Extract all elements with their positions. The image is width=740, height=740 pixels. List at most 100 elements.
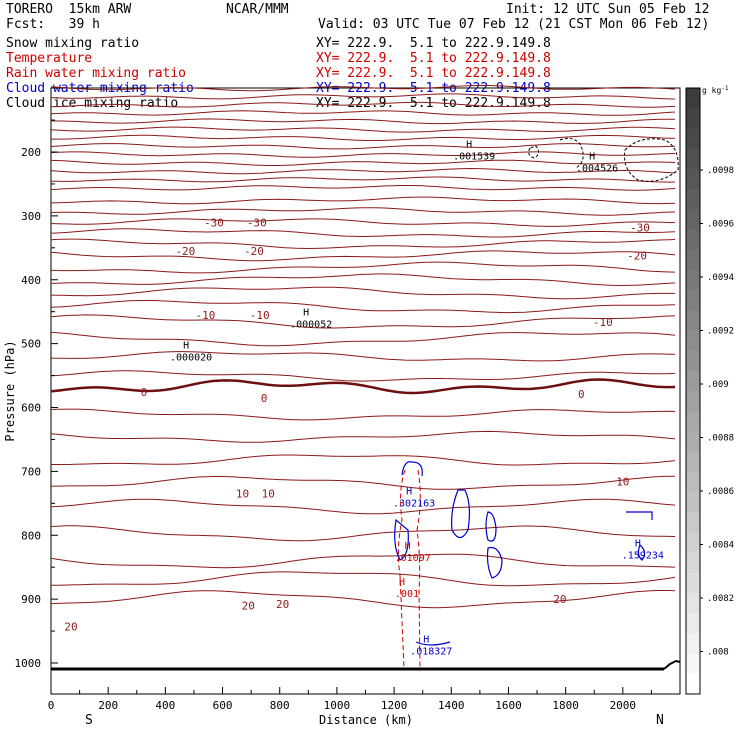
maxima-labels: H.001539 H.004526H.000052H.000020H.302163…	[170, 139, 664, 657]
colorbar-swatch	[686, 128, 700, 150]
rain-contour	[416, 469, 421, 669]
y-axis: 200 300 400 500 600 700 800 900 1000	[15, 119, 58, 670]
cloud-water-contour	[485, 511, 497, 542]
isotherm-line	[51, 134, 676, 141]
y-tick-label: 400	[21, 274, 41, 287]
forecast-hour: Fcst: 39 h	[6, 17, 100, 32]
colorbar-swatch	[686, 330, 700, 352]
isotherm-line	[50, 185, 676, 191]
isotherm-value-label: 10	[616, 476, 629, 489]
x-tick-label: 1800	[552, 699, 579, 712]
legend-xy-rain: XY= 222.9. 5.1 to 222.9.149.8	[316, 66, 551, 81]
isotherm-line	[50, 159, 676, 166]
x-tick-label: 0	[48, 699, 55, 712]
cloud-water-contour	[394, 518, 409, 561]
y-tick-label: 1000	[15, 657, 42, 670]
cloud-water-contour	[401, 461, 423, 477]
legend-label-snow: Snow mixing ratio	[6, 36, 140, 51]
maximum-value-label: .000020	[170, 353, 212, 364]
colorbar-unit: g kg-1	[702, 85, 729, 95]
cloud-water-contour	[486, 546, 503, 579]
south-label: S	[85, 713, 93, 728]
hydrometeor-contours	[394, 137, 679, 669]
maximum-marker: H	[423, 635, 429, 646]
isotherm-line	[50, 300, 676, 314]
legend-label-cloud-ice: Cloud ice mixing ratio	[6, 96, 179, 111]
y-tick-label: 200	[21, 146, 41, 159]
colorbar-swatch	[686, 673, 700, 695]
maximum-marker: H	[589, 152, 595, 163]
y-tick-label: 700	[21, 465, 41, 478]
colorbar-swatch	[686, 249, 700, 271]
isotherm-line	[50, 238, 676, 250]
maximum-marker: H	[466, 139, 472, 150]
isotherm-line	[50, 85, 676, 92]
isotherm-line	[50, 498, 676, 515]
isotherm-value-label: 0	[141, 386, 148, 399]
y-tick-label: 500	[21, 338, 41, 351]
x-tick-label: 800	[270, 699, 290, 712]
isotherm-line	[50, 273, 676, 287]
isotherm-line	[50, 525, 676, 542]
maximum-value-label: .159234	[622, 551, 664, 562]
isotherm-value-label: 20	[553, 593, 566, 606]
maximum-value-label: .001	[395, 589, 419, 600]
colorbar-swatch	[686, 290, 700, 311]
colorbar-swatch	[686, 350, 700, 372]
isotherm-line	[51, 454, 676, 466]
maximum-marker: H	[303, 307, 309, 318]
isotherm-value-label: 20	[276, 598, 289, 611]
isotherm-line	[50, 314, 676, 329]
isotherm-value-label: 0	[261, 392, 268, 405]
y-axis-title: Pressure (hPa)	[3, 340, 17, 441]
cloud-water-contour	[415, 641, 451, 646]
colorbar: .0098 .0096 .0094 .0092 .009 .0088 .0086 .0084.…	[685, 87, 734, 695]
isotherm-line	[50, 430, 676, 443]
isotherm-line	[50, 110, 676, 116]
snow-contour	[528, 145, 540, 159]
y-tick-label: 600	[21, 402, 41, 415]
colorbar-tick-label: .0092	[707, 327, 734, 337]
x-axis: 0 200 400 600 800 1000 1200 1400 1600 1800 2000	[48, 687, 652, 712]
colorbar-tick-label: .009	[707, 380, 729, 390]
isotherm-line	[50, 590, 676, 609]
y-tick-label: 800	[21, 529, 41, 542]
rain-contour	[397, 469, 406, 669]
x-tick-label: 2000	[610, 699, 637, 712]
isotherm-line	[50, 167, 676, 175]
isotherm-line	[50, 351, 676, 362]
colorbar-tick-label: .0084	[707, 541, 734, 551]
isotherm-line	[50, 261, 676, 274]
colorbar-swatch	[686, 653, 700, 675]
isotherm-value-label: -20	[244, 245, 264, 258]
cloud-water-contour	[626, 511, 653, 561]
colorbar-swatch	[686, 168, 700, 190]
maximum-value-label: .004526	[576, 164, 618, 175]
x-tick-label: 1400	[438, 699, 465, 712]
isotherm-line	[50, 228, 676, 238]
colorbar-swatch	[686, 512, 700, 533]
x-tick-label: 1200	[381, 699, 408, 712]
maximum-marker: H	[635, 539, 641, 550]
colorbar-swatch	[686, 532, 700, 554]
isotherm-line	[50, 176, 676, 183]
colorbar-tick-label: .0094	[707, 273, 734, 283]
colorbar-swatch	[686, 229, 700, 251]
colorbar-swatch	[686, 310, 700, 331]
colorbar-swatch	[686, 613, 700, 634]
colorbar-swatch	[686, 471, 700, 493]
model-title: TORERO 15km ARW	[6, 2, 132, 17]
x-tick-label: 200	[98, 699, 118, 712]
terrain-bump	[663, 659, 681, 670]
colorbar-swatch	[686, 492, 700, 513]
isotherm-line	[50, 101, 676, 108]
isotherm-value-label: 10	[236, 488, 249, 501]
maximum-value-label: .302163	[393, 498, 435, 509]
temperature-contours	[50, 85, 676, 609]
colorbar-swatch	[686, 88, 700, 109]
colorbar-swatch	[686, 431, 700, 453]
contour-labels: -30 -30 -30 -20 -20 -20 -10 -10 -10 0 0 0 10 10 10 20 20…	[64, 216, 650, 633]
isotherm-value-label: 0	[578, 388, 585, 401]
colorbar-tick-label: .0088	[707, 434, 734, 444]
